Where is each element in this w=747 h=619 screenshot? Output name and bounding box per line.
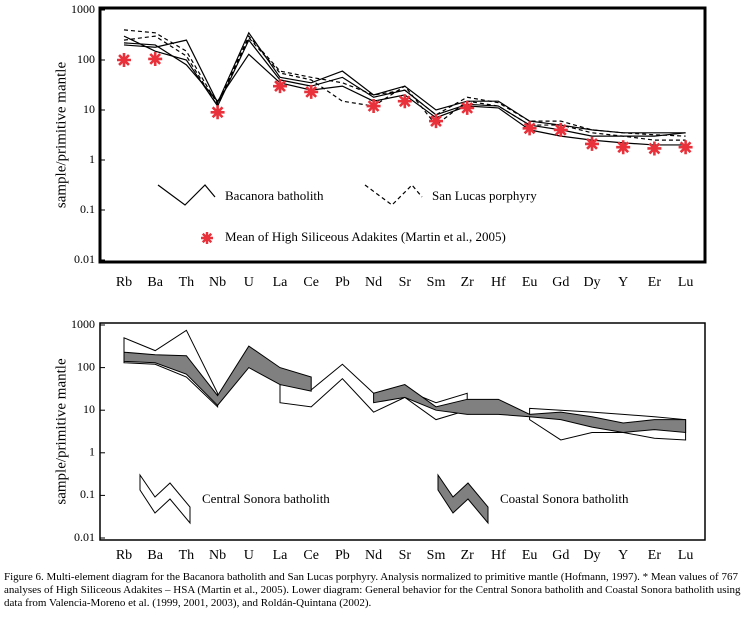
star-marker bbox=[273, 79, 287, 94]
y-tick-label: 0.1 bbox=[80, 202, 95, 216]
legend-label: Mean of High Siliceous Adakites (Martin … bbox=[225, 229, 506, 244]
y-tick-label: 100 bbox=[77, 359, 95, 373]
y-tick-label: 10 bbox=[83, 402, 95, 416]
x-tick-label: Ce bbox=[303, 548, 319, 563]
star-marker bbox=[460, 100, 475, 115]
plot-frame bbox=[98, 6, 707, 264]
x-tick-label: Dy bbox=[583, 548, 600, 563]
x-tick-label: Hf bbox=[491, 275, 506, 290]
x-tick-label: Eu bbox=[522, 275, 538, 290]
y-axis-label: sample/primitive mantle bbox=[53, 62, 69, 209]
x-tick-label: Zr bbox=[461, 548, 475, 563]
legend-swatch bbox=[157, 184, 216, 206]
x-tick-label: Ba bbox=[147, 275, 163, 290]
x-tick-label: Th bbox=[179, 548, 195, 563]
x-tick-label: La bbox=[273, 275, 289, 290]
star-marker bbox=[522, 121, 537, 136]
y-tick-label: 10 bbox=[83, 102, 95, 116]
x-tick-label: Sm bbox=[427, 275, 446, 290]
x-tick-label: Nd bbox=[365, 548, 382, 563]
legend-label: San Lucas porphyry bbox=[432, 188, 537, 203]
star-marker bbox=[397, 94, 412, 109]
x-tick-label: Th bbox=[179, 275, 195, 290]
plot-frame bbox=[99, 322, 706, 541]
legend-swatch bbox=[139, 473, 191, 525]
legend-swatch bbox=[201, 232, 213, 244]
x-tick-label: Rb bbox=[116, 275, 132, 290]
star-marker bbox=[210, 105, 225, 120]
x-tick-label: Lu bbox=[678, 548, 694, 563]
star-marker bbox=[616, 140, 631, 155]
y-tick-label: 1 bbox=[89, 445, 95, 459]
star-marker bbox=[304, 84, 319, 99]
star-marker bbox=[366, 99, 381, 114]
x-tick-label: Er bbox=[648, 548, 662, 563]
y-tick-label: 1 bbox=[89, 152, 95, 166]
data-line bbox=[123, 31, 686, 134]
x-tick-label: Eu bbox=[522, 548, 538, 563]
x-tick-label: Nd bbox=[365, 275, 382, 290]
star-marker bbox=[148, 51, 163, 66]
band bbox=[123, 345, 312, 407]
x-tick-label: Hf bbox=[491, 548, 506, 563]
x-tick-label: Pb bbox=[335, 275, 350, 290]
y-tick-label: 100 bbox=[77, 52, 95, 66]
x-tick-label: Ce bbox=[303, 275, 319, 290]
star-marker bbox=[647, 141, 662, 156]
data-line bbox=[123, 42, 686, 146]
x-tick-label: U bbox=[244, 275, 254, 290]
x-tick-label: U bbox=[244, 548, 254, 563]
x-tick-label: Gd bbox=[552, 548, 569, 563]
x-tick-label: Gd bbox=[552, 275, 569, 290]
x-tick-label: Pb bbox=[335, 548, 350, 563]
x-tick-label: Y bbox=[618, 548, 628, 563]
legend-label: Bacanora batholith bbox=[225, 188, 324, 203]
legend-swatch bbox=[437, 473, 489, 525]
x-tick-label: Er bbox=[648, 275, 662, 290]
x-tick-label: Lu bbox=[678, 275, 694, 290]
band bbox=[279, 363, 468, 421]
x-tick-label: Sr bbox=[399, 275, 412, 290]
legend-label: Central Sonora batholith bbox=[202, 491, 330, 506]
x-tick-label: Sm bbox=[427, 548, 446, 563]
x-tick-label: Dy bbox=[583, 275, 600, 290]
y-tick-label: 0.1 bbox=[80, 487, 95, 501]
x-tick-label: Y bbox=[618, 275, 628, 290]
y-tick-label: 0.01 bbox=[74, 530, 95, 544]
y-tick-label: 1000 bbox=[71, 2, 95, 16]
data-line bbox=[123, 29, 686, 137]
star-marker bbox=[553, 122, 568, 137]
y-axis-label: sample/primitive mantle bbox=[53, 358, 69, 505]
band bbox=[373, 384, 687, 434]
star-marker bbox=[429, 114, 443, 129]
x-tick-label: Zr bbox=[461, 275, 475, 290]
legend-swatch bbox=[364, 184, 423, 206]
data-line bbox=[123, 35, 686, 141]
x-tick-label: Sr bbox=[399, 548, 412, 563]
caption: Figure 6. Multi-element diagram for the … bbox=[4, 571, 741, 609]
charts: 0.01 0.1 1 10 100 1000 sample/primitive mantle… bbox=[53, 2, 707, 563]
star-marker bbox=[585, 136, 599, 151]
legend-label: Coastal Sonora batholith bbox=[500, 491, 629, 506]
x-tick-label: Nb bbox=[209, 275, 226, 290]
x-tick-label: Rb bbox=[116, 548, 132, 563]
y-tick-label: 1000 bbox=[71, 317, 95, 331]
y-tick-label: 0.01 bbox=[74, 252, 95, 266]
star-marker bbox=[678, 140, 693, 155]
x-tick-label: La bbox=[273, 548, 289, 563]
x-tick-label: Ba bbox=[147, 548, 163, 563]
star-marker bbox=[117, 53, 131, 67]
x-tick-label: Nb bbox=[209, 548, 226, 563]
